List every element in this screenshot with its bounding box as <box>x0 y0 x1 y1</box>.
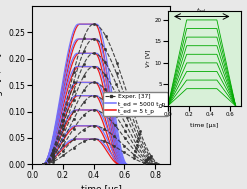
X-axis label: time [µs]: time [µs] <box>190 123 219 128</box>
Text: $t_{ed}$: $t_{ed}$ <box>196 6 206 15</box>
Y-axis label: Charge [C/m²]: Charge [C/m²] <box>0 53 3 117</box>
Y-axis label: $V_T$ [V]: $V_T$ [V] <box>144 49 153 68</box>
Legend: Exper. [37], t_ed = 5000 t_p, t_ed = 5 t_p: Exper. [37], t_ed = 5000 t_p, t_ed = 5 t… <box>103 92 167 116</box>
X-axis label: time [µs]: time [µs] <box>81 185 122 189</box>
